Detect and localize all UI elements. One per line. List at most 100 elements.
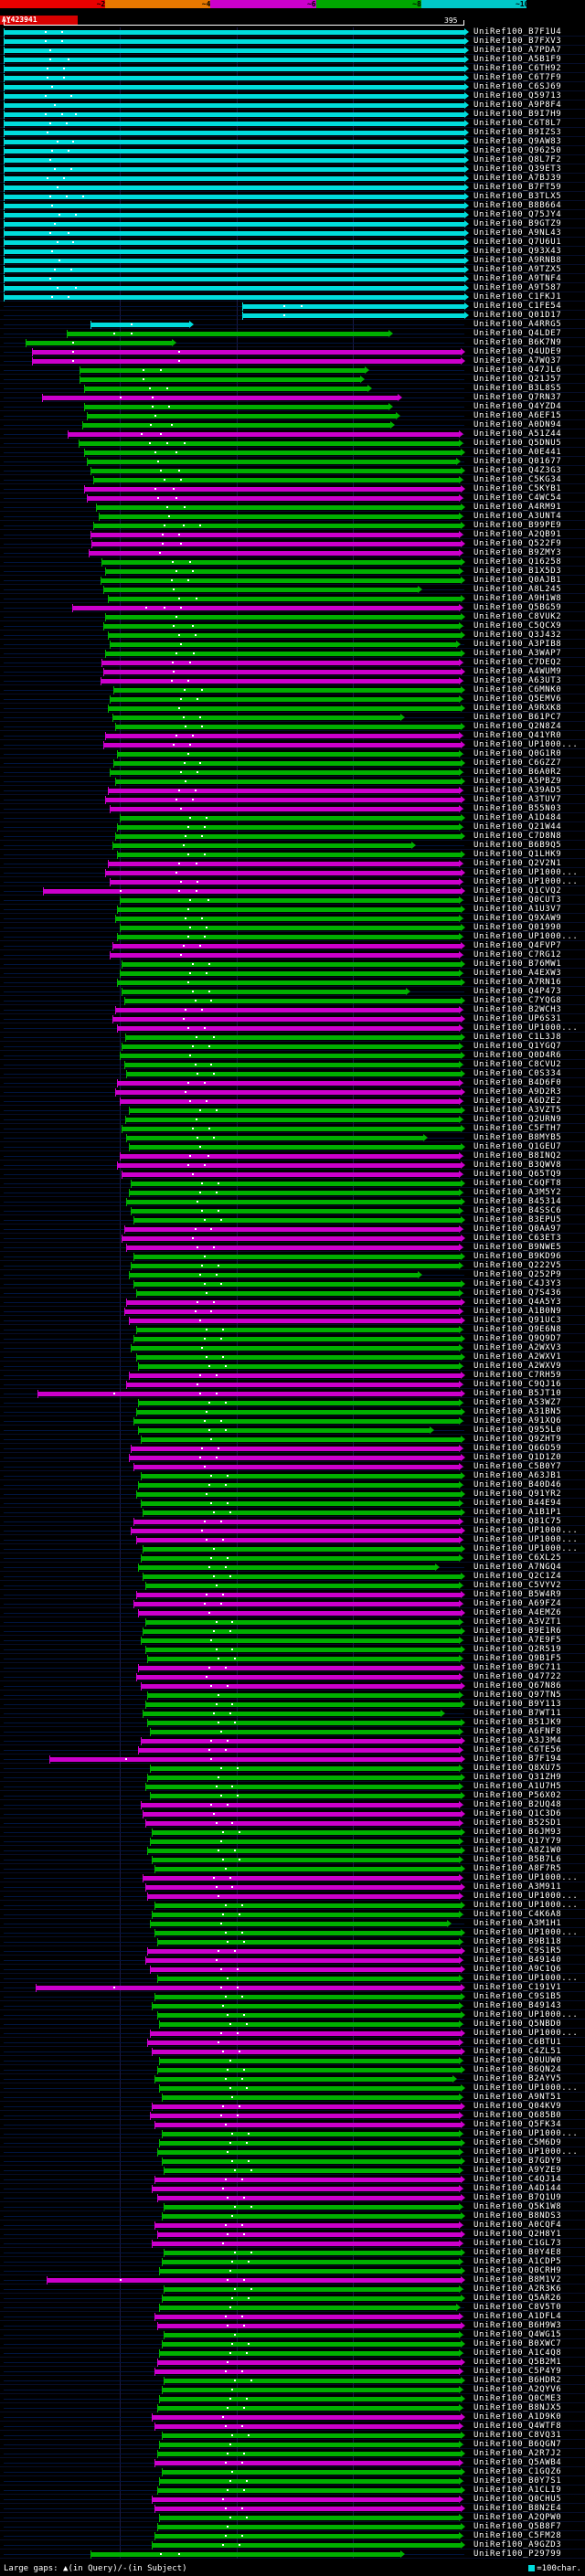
hit-label[interactable]: UniRef100_A3VZT5 — [473, 1106, 562, 1115]
hit-label[interactable]: UniRef100_Q01677 — [473, 457, 562, 466]
alignment-bar[interactable] — [114, 1090, 462, 1095]
alignment-bar[interactable] — [159, 2443, 459, 2447]
hit-label[interactable]: UniRef100_Q3J432 — [473, 631, 562, 640]
hit-label[interactable]: UniRef100_B49143 — [473, 2001, 562, 2010]
alignment-bar[interactable] — [4, 231, 464, 236]
hit-label[interactable]: UniRef100_A3PIB8 — [473, 640, 562, 649]
alignment-bar[interactable] — [135, 1492, 462, 1497]
hit-label[interactable]: UniRef100_C7DEQ2 — [473, 658, 562, 667]
hit-row[interactable]: UniRef100_Q5AWB4 — [0, 2458, 585, 2467]
hit-label[interactable]: UniRef100_B7F194 — [473, 1754, 562, 1764]
hit-row[interactable]: UniRef100_C63ET3 — [0, 1234, 585, 1243]
hit-label[interactable]: UniRef100_Q5AR26 — [473, 2294, 562, 2303]
alignment-bar[interactable] — [4, 58, 464, 62]
alignment-bar[interactable] — [161, 2132, 459, 2136]
alignment-bar[interactable] — [135, 1538, 459, 1542]
hit-label[interactable]: UniRef100_B9GTZ9 — [473, 219, 562, 228]
hit-label[interactable]: UniRef100_C63ET3 — [473, 1234, 562, 1243]
hit-row[interactable]: UniRef100_Q9E6N8 — [0, 1325, 585, 1334]
hit-label[interactable]: UniRef100_P29799 — [473, 2549, 562, 2559]
hit-label[interactable]: UniRef100_A9D2R3 — [473, 1087, 562, 1097]
hit-row[interactable]: UniRef100_B2WCH3 — [0, 1005, 585, 1014]
hit-row[interactable]: UniRef100_Q59713 — [0, 91, 585, 101]
hit-label[interactable]: UniRef100_UP1000... — [473, 1023, 579, 1033]
alignment-bar[interactable] — [126, 1300, 462, 1305]
hit-label[interactable]: UniRef100_A91XQ6 — [473, 1416, 562, 1426]
alignment-bar[interactable] — [68, 432, 459, 437]
alignment-bar[interactable] — [143, 1712, 441, 1716]
alignment-bar[interactable] — [154, 2461, 459, 2465]
alignment-bar[interactable] — [140, 1437, 462, 1442]
alignment-bar[interactable] — [156, 2150, 459, 2155]
hit-label[interactable]: UniRef100_B61PC7 — [473, 713, 562, 722]
hit-label[interactable]: UniRef100_A1CLI9 — [473, 2486, 562, 2495]
hit-row[interactable]: UniRef100_UP1000... — [0, 740, 585, 749]
hit-row[interactable]: UniRef100_C5KYB1 — [0, 484, 585, 493]
alignment-bar[interactable] — [119, 1154, 459, 1159]
hit-row[interactable]: UniRef100_B7FXV3 — [0, 37, 585, 46]
hit-label[interactable]: UniRef100_B2UQ48 — [473, 1800, 562, 1809]
alignment-bar[interactable] — [112, 1017, 462, 1022]
alignment-bar[interactable] — [156, 2232, 462, 2237]
hit-row[interactable]: UniRef100_A2QB91 — [0, 530, 585, 539]
hit-label[interactable]: UniRef100_C6MNK0 — [473, 685, 562, 694]
hit-label[interactable]: UniRef100_A51Z44 — [473, 429, 562, 439]
hit-row[interactable]: UniRef100_C6BTU1 — [0, 2038, 585, 2047]
alignment-bar[interactable] — [126, 1200, 462, 1204]
hit-label[interactable]: UniRef100_B0XWC7 — [473, 2339, 562, 2348]
alignment-bar[interactable] — [4, 195, 464, 199]
hit-row[interactable]: UniRef100_B55N03 — [0, 804, 585, 813]
hit-label[interactable]: UniRef100_A2QPW0 — [473, 2513, 562, 2522]
hit-label[interactable]: UniRef100_Q1GEU7 — [473, 1142, 562, 1151]
hit-row[interactable]: UniRef100_B3L8S5 — [0, 384, 585, 393]
hit-label[interactable]: UniRef100_Q4WG15 — [473, 2330, 562, 2339]
hit-label[interactable]: UniRef100_B6JM93 — [473, 1828, 562, 1837]
alignment-bar[interactable] — [119, 1054, 462, 1058]
hit-row[interactable]: UniRef100_A2WXV9 — [0, 1362, 585, 1371]
alignment-bar[interactable] — [112, 716, 400, 720]
alignment-bar[interactable] — [84, 487, 462, 492]
hit-row[interactable]: UniRef100_UP1000... — [0, 1892, 585, 1901]
hit-row[interactable]: UniRef100_A2WXV1 — [0, 1352, 585, 1362]
alignment-bar[interactable] — [154, 2223, 459, 2228]
hit-row[interactable]: UniRef100_Q0UUW0 — [0, 2056, 585, 2065]
hit-label[interactable]: UniRef100_C9S1B5 — [473, 1992, 562, 2001]
alignment-bar[interactable] — [131, 1264, 459, 1268]
hit-label[interactable]: UniRef100_A3WAP7 — [473, 649, 562, 658]
hit-label[interactable]: UniRef100_Q0CUT3 — [473, 896, 562, 905]
alignment-bar[interactable] — [164, 2379, 462, 2383]
hit-row[interactable]: UniRef100_Q4UDE9 — [0, 347, 585, 356]
hit-row[interactable]: UniRef100_P56X02 — [0, 1791, 585, 1800]
hit-label[interactable]: UniRef100_A9C1Q6 — [473, 1965, 562, 1974]
hit-label[interactable]: UniRef100_Q0CRH9 — [473, 2266, 562, 2275]
alignment-bar[interactable] — [156, 2196, 462, 2200]
hit-row[interactable]: UniRef100_B9NWE5 — [0, 1243, 585, 1252]
hit-label[interactable]: UniRef100_C4QJ14 — [473, 2175, 562, 2184]
alignment-bar[interactable] — [149, 2031, 462, 2036]
hit-row[interactable]: UniRef100_B9IZS3 — [0, 128, 585, 137]
hit-row[interactable]: UniRef100_B6B9Q5 — [0, 841, 585, 850]
hit-label[interactable]: UniRef100_Q252P9 — [473, 1270, 562, 1279]
hit-row[interactable]: UniRef100_Q04KV9 — [0, 2102, 585, 2111]
hit-row[interactable]: UniRef100_Q5NBD0 — [0, 2019, 585, 2029]
hit-label[interactable]: UniRef100_A7BJ39 — [473, 174, 562, 183]
alignment-bar[interactable] — [149, 2114, 459, 2118]
hit-label[interactable]: UniRef100_B6H9W3 — [473, 2321, 562, 2330]
hit-row[interactable]: UniRef100_A4RM91 — [0, 503, 585, 512]
hit-label[interactable]: UniRef100_Q0AA97 — [473, 1224, 562, 1234]
hit-row[interactable]: UniRef100_Q1LHK9 — [0, 850, 585, 859]
alignment-bar[interactable] — [133, 1602, 459, 1606]
hit-row[interactable]: UniRef100_Q4YZD4 — [0, 402, 585, 411]
hit-label[interactable]: UniRef100_C5KG34 — [473, 475, 562, 484]
alignment-bar[interactable] — [123, 999, 462, 1003]
hit-label[interactable]: UniRef100_Q31ZH9 — [473, 1773, 562, 1782]
alignment-bar[interactable] — [140, 1556, 459, 1561]
alignment-bar[interactable] — [154, 2077, 453, 2082]
hit-row[interactable]: UniRef100_Q67N86 — [0, 1681, 585, 1691]
alignment-bar[interactable] — [119, 898, 459, 903]
hit-row[interactable]: UniRef100_C8VQ31 — [0, 2431, 585, 2440]
hit-label[interactable]: UniRef100_Q5NBD0 — [473, 2019, 562, 2029]
alignment-bar[interactable] — [112, 843, 412, 848]
hit-row[interactable]: UniRef100_A9H1W8 — [0, 594, 585, 603]
alignment-bar[interactable] — [154, 2424, 459, 2429]
